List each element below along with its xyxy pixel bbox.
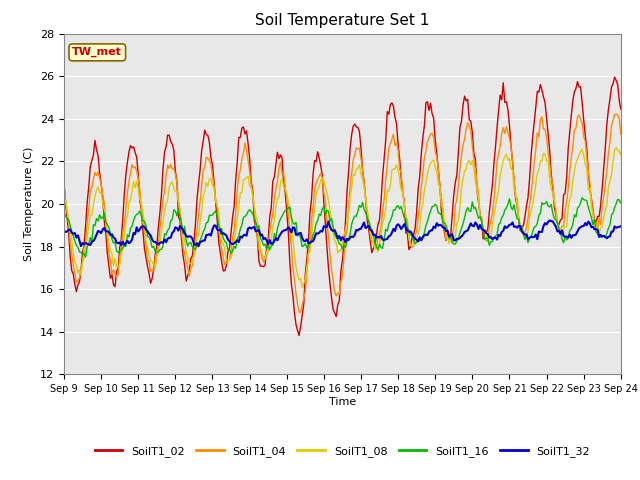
SoilT1_08 (617, 152, 625, 158)
SoilT1_08 (550, 198, 558, 204)
SoilT1_04 (612, 111, 620, 117)
SoilT1_32 (410, 234, 417, 240)
SoilT1_04 (60, 180, 68, 186)
SoilT1_04 (379, 208, 387, 214)
Y-axis label: Soil Temperature (C): Soil Temperature (C) (24, 147, 35, 261)
Line: SoilT1_08: SoilT1_08 (64, 148, 621, 288)
SoilT1_32 (76, 238, 83, 243)
Title: Soil Temperature Set 1: Soil Temperature Set 1 (255, 13, 429, 28)
SoilT1_02 (295, 333, 303, 338)
SoilT1_16 (165, 226, 173, 231)
Line: SoilT1_16: SoilT1_16 (64, 198, 621, 257)
SoilT1_16 (82, 254, 90, 260)
SoilT1_04 (164, 162, 172, 168)
SoilT1_04 (410, 243, 417, 249)
SoilT1_16 (379, 245, 387, 251)
SoilT1_32 (617, 223, 625, 229)
SoilT1_02 (617, 106, 625, 112)
SoilT1_16 (397, 204, 405, 209)
SoilT1_08 (397, 187, 405, 192)
SoilT1_02 (410, 232, 417, 238)
SoilT1_16 (579, 195, 586, 201)
SoilT1_08 (76, 267, 83, 273)
SoilT1_08 (60, 198, 68, 204)
SoilT1_16 (76, 249, 83, 255)
SoilT1_32 (164, 236, 172, 241)
SoilT1_02 (550, 204, 558, 209)
SoilT1_02 (397, 175, 405, 181)
SoilT1_16 (617, 200, 625, 206)
Line: SoilT1_04: SoilT1_04 (64, 114, 621, 312)
SoilT1_02 (76, 279, 83, 285)
SoilT1_04 (550, 197, 558, 203)
SoilT1_02 (379, 173, 387, 179)
SoilT1_32 (552, 224, 559, 229)
Legend: SoilT1_02, SoilT1_04, SoilT1_08, SoilT1_16, SoilT1_32: SoilT1_02, SoilT1_04, SoilT1_08, SoilT1_… (90, 441, 595, 461)
SoilT1_02 (60, 181, 68, 187)
X-axis label: Time: Time (329, 397, 356, 407)
SoilT1_04 (617, 131, 625, 137)
SoilT1_16 (410, 238, 417, 243)
SoilT1_32 (397, 226, 405, 232)
SoilT1_32 (379, 237, 387, 242)
SoilT1_08 (379, 220, 387, 226)
SoilT1_16 (60, 209, 68, 215)
SoilT1_32 (546, 217, 554, 223)
SoilT1_02 (164, 132, 172, 138)
SoilT1_08 (164, 198, 172, 204)
SoilT1_32 (195, 243, 202, 249)
SoilT1_04 (297, 310, 305, 315)
SoilT1_08 (612, 145, 620, 151)
SoilT1_02 (611, 74, 618, 80)
SoilT1_16 (550, 216, 558, 222)
SoilT1_04 (76, 275, 83, 280)
Line: SoilT1_32: SoilT1_32 (64, 220, 621, 246)
SoilT1_08 (298, 285, 306, 290)
Text: TW_met: TW_met (72, 47, 122, 58)
Line: SoilT1_02: SoilT1_02 (64, 77, 621, 336)
SoilT1_04 (397, 170, 405, 176)
SoilT1_32 (60, 228, 68, 234)
SoilT1_08 (410, 243, 417, 249)
